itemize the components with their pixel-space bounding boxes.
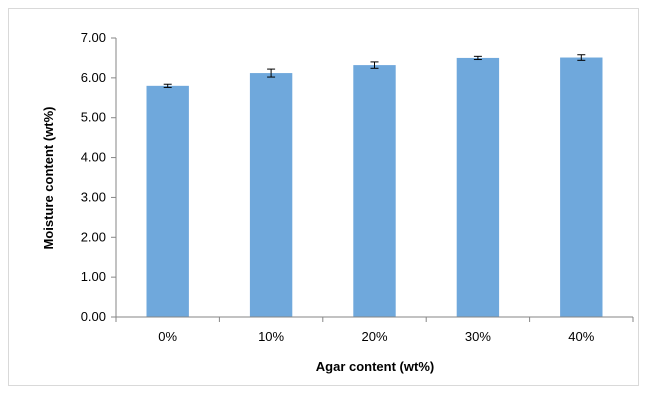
y-tick-label: 6.00 xyxy=(81,70,106,85)
bars xyxy=(146,57,603,318)
bar-0pct xyxy=(146,85,189,317)
y-tick-label: 1.00 xyxy=(81,269,106,284)
y-axis-ticks: 0.00 1.00 2.00 3.00 4.00 5.00 6.00 7.00 xyxy=(81,30,116,324)
x-axis-ticks: 0% 10% 20% 30% 40% xyxy=(115,317,634,344)
bar-10pct xyxy=(249,73,293,318)
x-tick-label: 30% xyxy=(465,329,491,344)
x-tick-label: 0% xyxy=(158,329,177,344)
y-tick-label: 4.00 xyxy=(81,150,106,165)
y-axis-title: Moisture content (wt%) xyxy=(41,107,56,250)
bar-30pct xyxy=(456,57,500,318)
x-tick-label: 40% xyxy=(568,329,594,344)
x-axis-title: Agar content (wt%) xyxy=(316,359,434,374)
y-tick-label: 7.00 xyxy=(81,30,106,45)
x-tick-label: 20% xyxy=(361,329,387,344)
x-tick-label: 10% xyxy=(258,329,284,344)
y-tick-label: 0.00 xyxy=(81,309,106,324)
y-tick-label: 5.00 xyxy=(81,110,106,125)
error-bars xyxy=(163,54,586,88)
bar-20pct xyxy=(353,65,396,317)
y-tick-label: 2.00 xyxy=(81,229,106,244)
bar-40pct xyxy=(560,57,603,317)
y-tick-label: 3.00 xyxy=(81,189,106,204)
